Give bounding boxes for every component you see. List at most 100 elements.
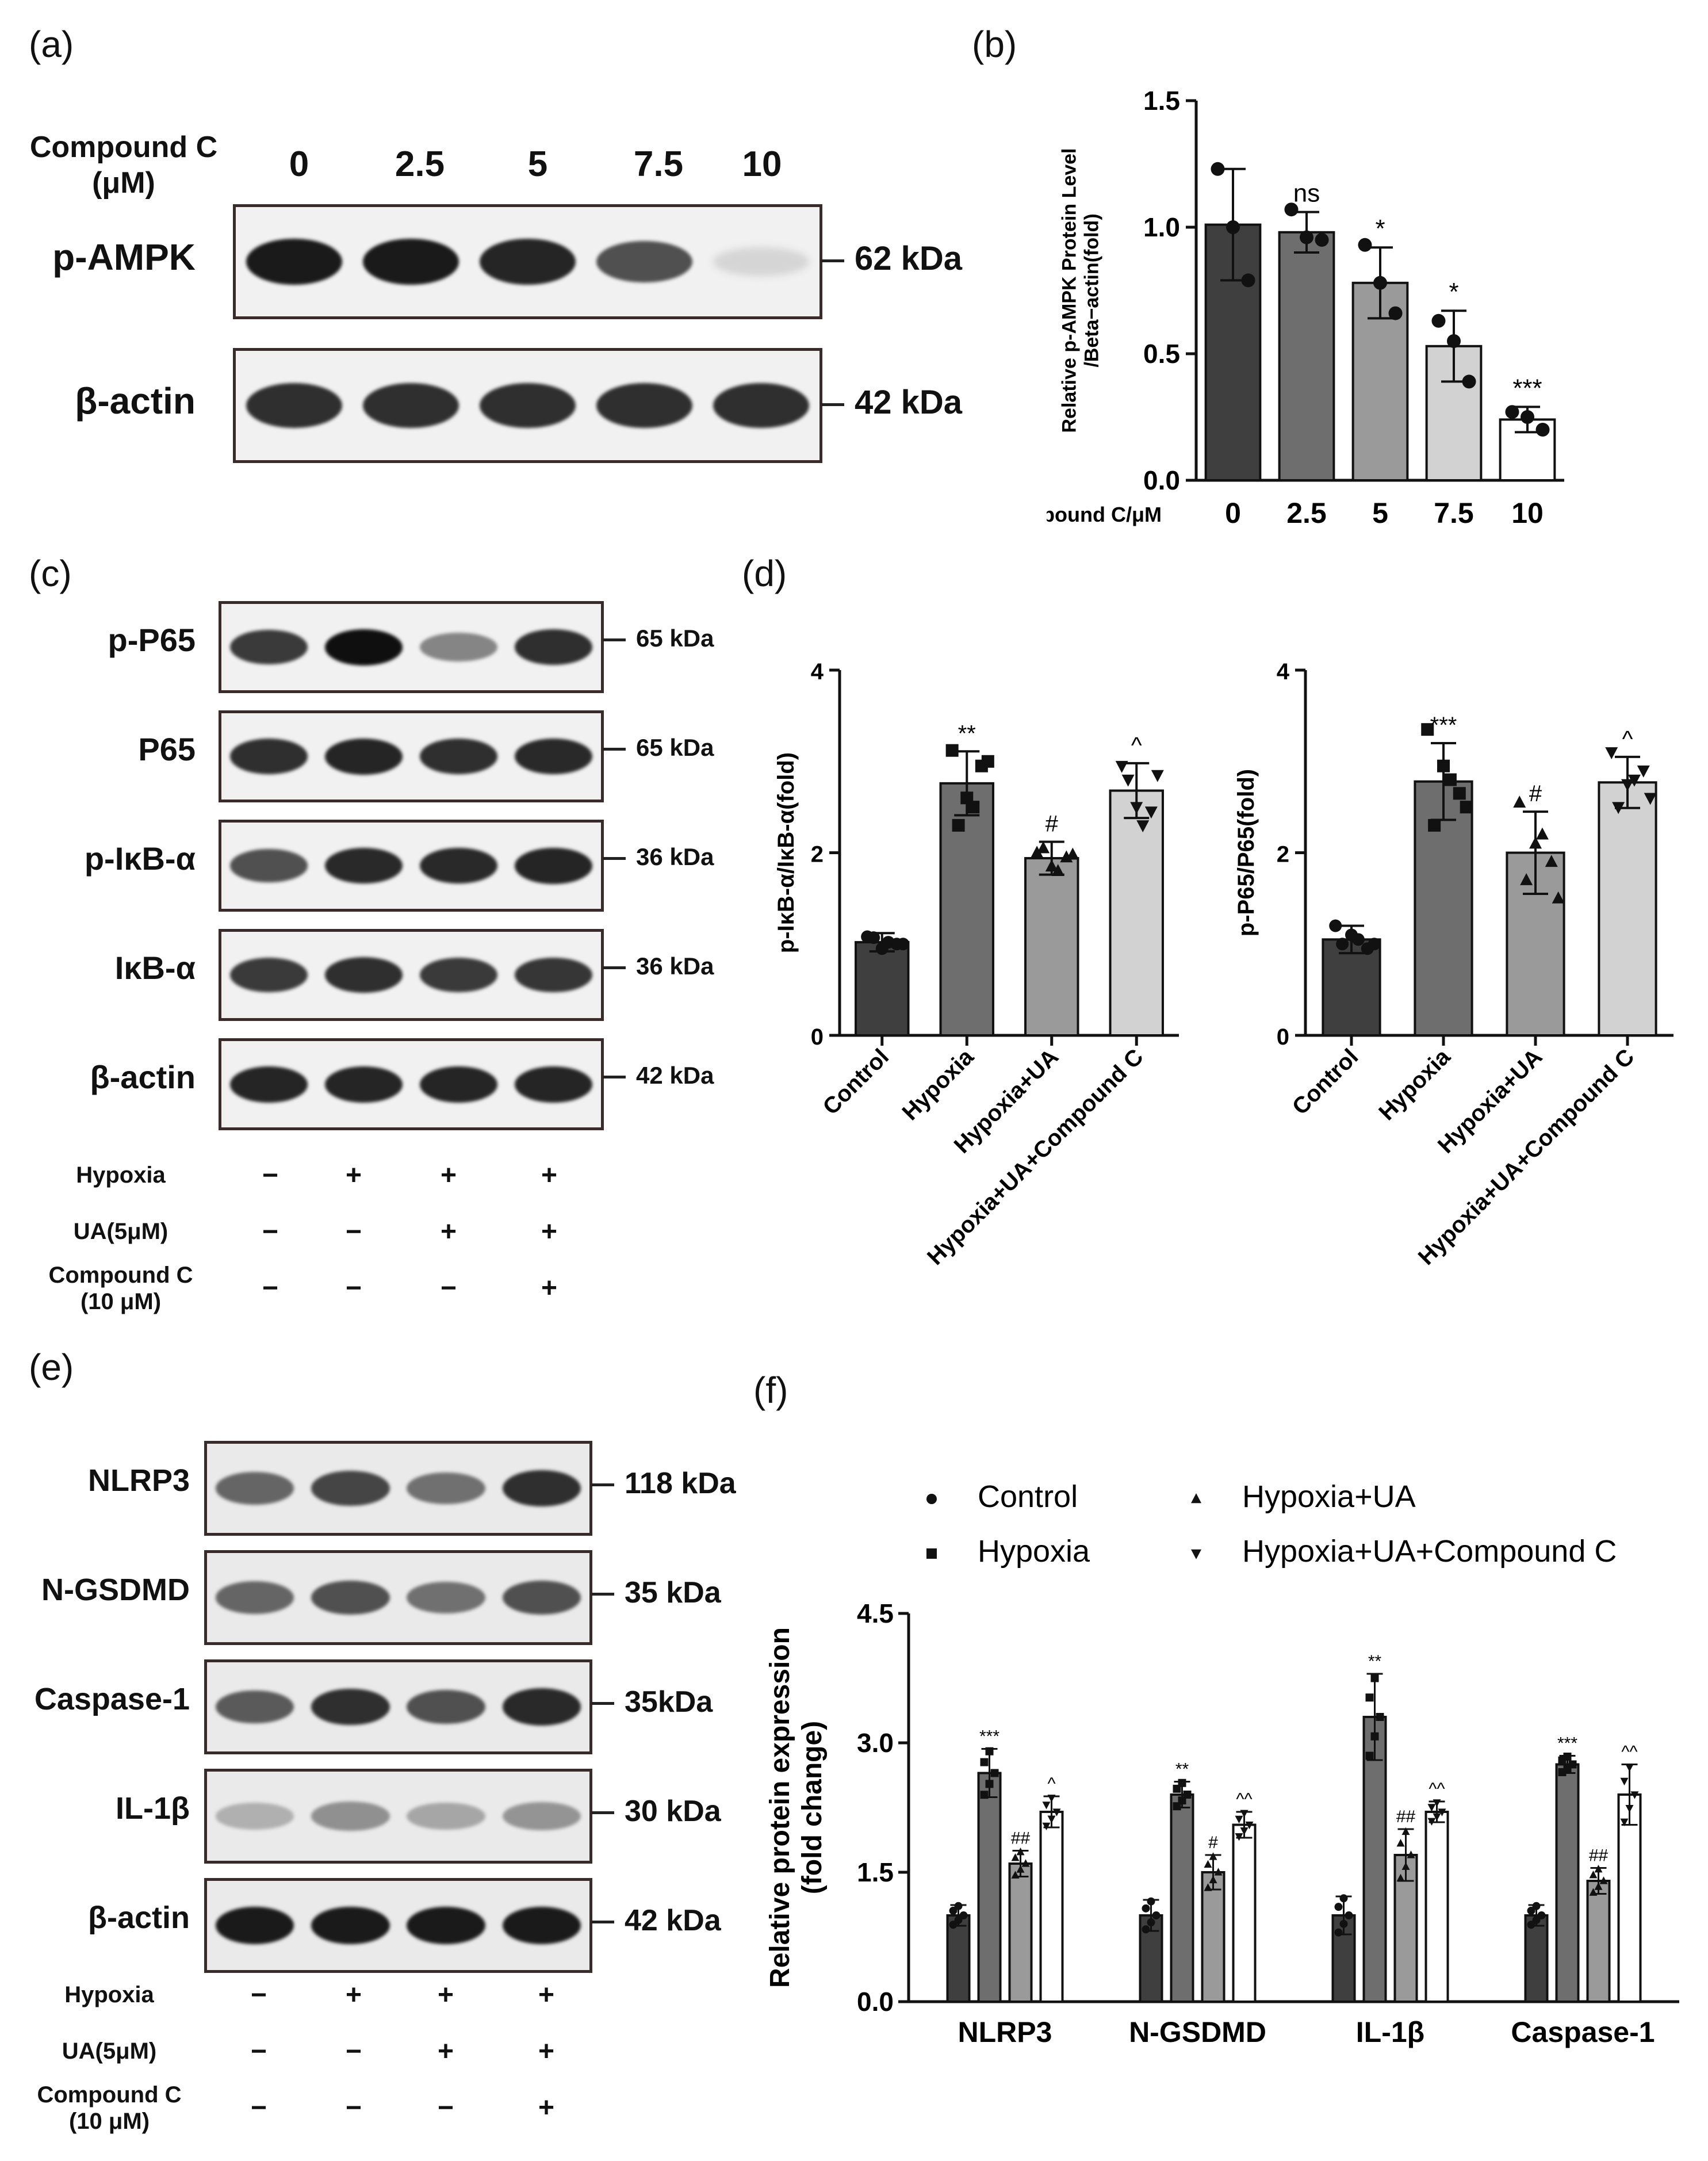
data-point bbox=[1376, 1713, 1384, 1721]
y-tick-label: 0.5 bbox=[1143, 339, 1180, 369]
data-point bbox=[1460, 801, 1473, 814]
panel-c-blot-label: p-IκB-α bbox=[84, 840, 196, 877]
dose-label: 7.5 bbox=[633, 144, 684, 184]
panel-e-sign: − bbox=[250, 1980, 267, 2010]
data-point bbox=[1612, 802, 1625, 814]
panel-e-band bbox=[215, 1472, 294, 1505]
bar bbox=[1524, 1914, 1549, 2003]
data-point bbox=[1625, 1805, 1634, 1813]
panel-a-blot-label: p-AMPK bbox=[52, 236, 196, 278]
panel-e-band bbox=[311, 1906, 390, 1945]
panel-c-treatment-text: UA(5μM) bbox=[73, 1219, 168, 1244]
x-tick-label: 10 bbox=[1511, 497, 1544, 529]
panel-c-blot-label: IκB-α bbox=[114, 950, 196, 986]
panel-e-band bbox=[502, 1580, 581, 1615]
panel-c-sign: − bbox=[345, 1217, 362, 1247]
panel-e-kda-label: 35 kDa bbox=[591, 1575, 721, 1610]
data-point bbox=[1535, 423, 1550, 437]
panel-a-band bbox=[596, 240, 692, 283]
data-point bbox=[1620, 1777, 1629, 1786]
panel-a-band bbox=[246, 383, 342, 428]
legend-marker bbox=[1191, 1493, 1201, 1504]
significance-mark: # bbox=[1046, 811, 1059, 836]
x-tick-label: Hypoxia bbox=[1374, 1044, 1456, 1126]
panel-e-blot-strip bbox=[204, 1441, 592, 1536]
data-point bbox=[1047, 1795, 1056, 1803]
panel-c-blot-strip bbox=[219, 710, 604, 802]
panel-label-e: (e) bbox=[29, 1347, 74, 1388]
compound-c-row-label: Compound C (μM) bbox=[29, 129, 219, 201]
data-point bbox=[1529, 836, 1542, 849]
panel-e-sign: + bbox=[437, 1980, 454, 2010]
data-point bbox=[1315, 233, 1329, 247]
panel-e-kda-label: 30 kDa bbox=[591, 1794, 721, 1829]
data-point bbox=[1545, 855, 1558, 867]
panel-e-treatment-label: Hypoxia bbox=[35, 1982, 184, 2008]
panel-e-treatment-label: UA(5μM) bbox=[35, 2038, 184, 2064]
panel-c-band bbox=[229, 957, 308, 993]
panel-a-band bbox=[713, 247, 809, 277]
panel-c-band bbox=[229, 739, 308, 774]
x-tick-label: Control bbox=[818, 1044, 894, 1120]
data-point bbox=[1589, 1888, 1598, 1896]
bar bbox=[939, 782, 994, 1036]
data-point bbox=[1535, 827, 1549, 840]
panel-label-b: (b) bbox=[972, 24, 1017, 65]
data-point bbox=[1226, 220, 1240, 234]
legend-marker bbox=[926, 1494, 937, 1504]
data-point bbox=[1011, 1853, 1020, 1861]
legend-label: Control bbox=[978, 1479, 1078, 1514]
bar bbox=[1024, 857, 1079, 1036]
dose-label: 0 bbox=[289, 144, 309, 184]
panel-e-band bbox=[502, 1470, 581, 1507]
panel-c-band bbox=[514, 738, 593, 775]
chart-d-p65: 024p-P65/P65(fold)Control***Hypoxia#Hypo… bbox=[1234, 659, 1673, 1270]
bar bbox=[946, 1914, 971, 2003]
bar bbox=[1555, 1763, 1580, 2003]
legend-label: Hypoxia+UA+Compound C bbox=[1242, 1534, 1617, 1569]
y-tick-label: 3.0 bbox=[857, 1728, 894, 1758]
data-point bbox=[1045, 859, 1058, 872]
panel-c-sign: − bbox=[262, 1273, 279, 1303]
panel-c-kda-label: 36 kDa bbox=[603, 953, 714, 980]
panel-e-sign: − bbox=[437, 2093, 454, 2123]
bar bbox=[1008, 1862, 1033, 2003]
data-point bbox=[1121, 774, 1135, 787]
panel-e-band bbox=[215, 1803, 294, 1830]
data-point bbox=[945, 744, 959, 757]
panel-a-band bbox=[363, 383, 459, 428]
chart-f-inflammasome: 0.0 1.5 3.0 4.5 Relative protein expression(… bbox=[765, 1479, 1679, 2048]
panel-e-sign: − bbox=[345, 2036, 362, 2067]
data-point bbox=[1401, 1827, 1410, 1835]
panel-a-band bbox=[363, 239, 459, 285]
data-point bbox=[1214, 1868, 1223, 1876]
legend-label: Hypoxia+UA bbox=[1242, 1479, 1416, 1514]
panel-label-d: (d) bbox=[742, 553, 787, 594]
significance-mark: ** bbox=[958, 721, 976, 746]
significance-mark: ^^ bbox=[1621, 1743, 1637, 1762]
data-point bbox=[1204, 1860, 1212, 1868]
panel-e-sign: + bbox=[538, 2093, 555, 2123]
panel-label-f: (f) bbox=[753, 1370, 788, 1411]
panel-c-treatment-label: Compound C (10 μM) bbox=[46, 1262, 196, 1315]
data-point bbox=[985, 1780, 994, 1788]
data-point bbox=[1443, 773, 1457, 786]
panel-e-band bbox=[311, 1471, 390, 1506]
data-point bbox=[990, 1769, 999, 1777]
data-point bbox=[949, 1906, 958, 1915]
panel-e-blot-strip bbox=[204, 1659, 592, 1754]
data-point bbox=[1594, 1882, 1603, 1890]
data-point bbox=[1142, 1925, 1150, 1934]
panel-c-sign: + bbox=[541, 1273, 558, 1303]
panel-c-band bbox=[419, 957, 498, 993]
significance-mark: * bbox=[1449, 278, 1458, 306]
bar bbox=[1424, 1811, 1449, 2003]
bar bbox=[1598, 781, 1657, 1036]
y-tick-label: 0.0 bbox=[1143, 465, 1180, 495]
y-axis-label-line: /Beta−actin(fold) bbox=[1081, 213, 1103, 367]
data-point bbox=[1407, 1850, 1415, 1858]
data-point bbox=[1520, 873, 1533, 885]
bar bbox=[1170, 1793, 1194, 2003]
data-point bbox=[1209, 1875, 1217, 1884]
panel-e-blot-label: NLRP3 bbox=[87, 1463, 190, 1498]
